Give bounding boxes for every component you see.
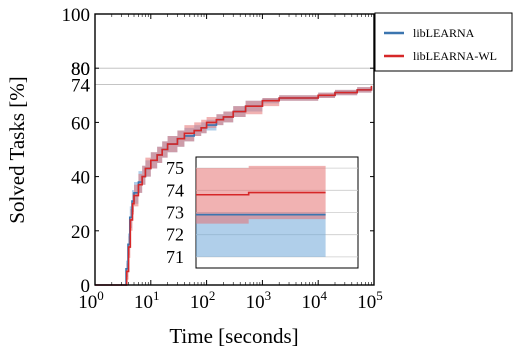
y-tick-label: 40 [71,168,90,189]
x-axis-ticks: 100 101 102 103 104 105 [78,14,383,313]
x-tick-label: 102 [190,288,216,313]
inset-band-liblearna-wl [196,165,326,224]
reference-line-label: 74 [71,75,91,96]
x-axis-label: Time [seconds] [169,324,298,348]
y-axis-label: Solved Tasks [%] [5,76,29,223]
y-tick-label: 100 [62,5,91,26]
inset-y-tick-label: 72 [166,225,184,245]
x-tick-label: 105 [357,288,383,313]
inset-bands [196,165,326,257]
reference-lines [95,67,374,85]
legend-box [374,12,513,72]
x-tick-label: 100 [78,288,104,313]
legend-label-liblearna-wl: libLEARNA-WL [413,49,497,63]
legend-label-liblearna: libLEARNA [413,26,475,40]
inset-lines [196,191,326,216]
inset-y-tick-label: 74 [166,180,184,200]
y-tick-label: 20 [71,222,90,243]
y-tick-label: 80 [71,59,90,80]
series-line-liblearna-wl [95,85,373,286]
y-tick-label: 0 [81,276,91,297]
reference-line-label: 80 [71,59,90,80]
main-lines [95,85,373,286]
x-tick-label: 104 [301,288,327,313]
inset-series-line-liblearna-wl [196,191,326,196]
x-tick-label: 101 [134,288,160,313]
y-tick-label: 60 [71,113,90,134]
inset-y-tick-label: 71 [166,247,184,267]
inset-y-tick-label: 75 [166,158,184,178]
legend: libLEARNA libLEARNA-WL [374,12,513,72]
inset-y-tick-label: 73 [166,203,184,223]
x-tick-label: 103 [246,288,272,313]
plot-frame [94,13,375,286]
